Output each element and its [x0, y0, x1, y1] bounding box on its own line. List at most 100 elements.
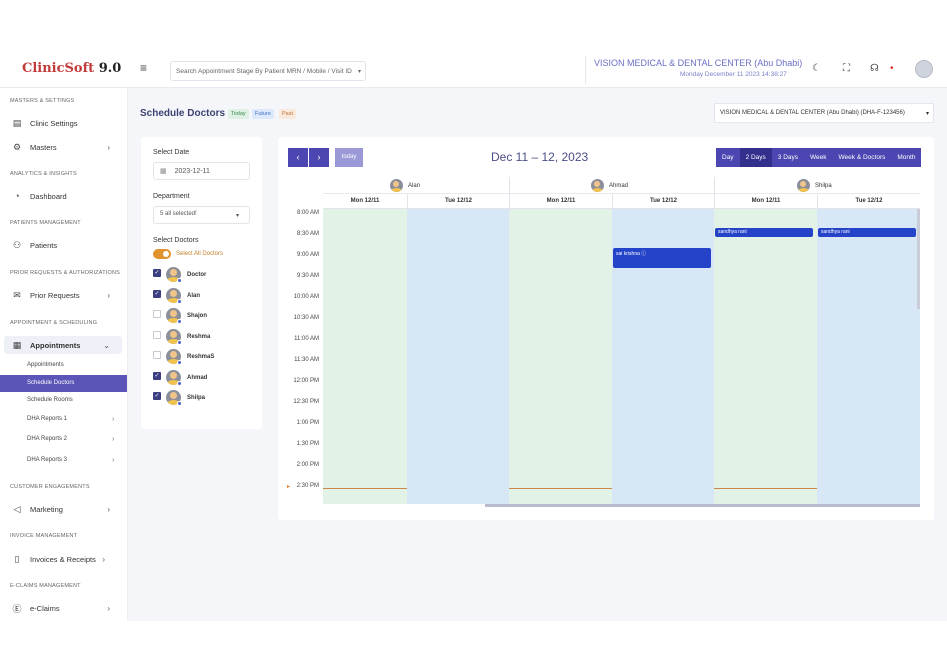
- doctor-header-alan: Alan: [323, 177, 509, 194]
- appointment-event[interactable]: sai krishna ⓘ: [613, 248, 711, 268]
- headset-icon[interactable]: ☊: [870, 63, 879, 74]
- chevron-right-icon: ›: [107, 290, 110, 300]
- view-month-button[interactable]: Month: [897, 154, 916, 161]
- section-customer: CUSTOMER ENGAGEMENTS: [10, 484, 90, 490]
- department-select[interactable]: 5 all selected! ▾: [153, 206, 250, 224]
- sidebar-item-marketing[interactable]: ◁ Marketing ›: [10, 500, 122, 518]
- invoice-icon: ▯: [14, 553, 20, 564]
- sidebar-item-masters[interactable]: ⚙ Masters ›: [10, 138, 122, 156]
- building-icon: ▤: [12, 117, 22, 128]
- legend-future-badge: Future: [252, 109, 274, 119]
- doctor-checkbox[interactable]: ✓: [153, 290, 161, 298]
- select-doctors-label: Select Doctors: [153, 237, 199, 244]
- time-label: 12:30 PM: [293, 399, 319, 405]
- day-header: Mon 12/11: [350, 198, 380, 204]
- day-column-alan-tue[interactable]: [407, 209, 509, 504]
- doctor-avatar: [591, 179, 604, 192]
- doctor-row-reshma[interactable]: Reshma: [153, 329, 253, 347]
- select-all-label[interactable]: Select All Doctors: [176, 251, 224, 257]
- view-week-doctors-button[interactable]: Week & Doctors: [838, 154, 886, 161]
- appointment-search-select[interactable]: Search Appointment Stage By Patient MRN …: [170, 61, 366, 81]
- dashboard-icon: ◔: [14, 191, 20, 201]
- view-day-button[interactable]: Day: [722, 154, 734, 161]
- vertical-scrollbar[interactable]: [917, 209, 920, 309]
- fullscreen-icon[interactable]: ⛶: [843, 63, 850, 74]
- info-icon: ⓘ: [641, 251, 647, 257]
- time-label: 11:00 AM: [294, 336, 319, 342]
- time-label: 12:00 PM: [293, 378, 319, 384]
- top-bar: ClinicSoft 9.0 ≡ Search Appointment Stag…: [0, 52, 947, 88]
- status-dot: [177, 319, 182, 324]
- select-all-toggle[interactable]: [153, 249, 171, 259]
- status-dot: [177, 401, 182, 406]
- hamburger-menu-icon[interactable]: ≡: [140, 61, 148, 75]
- center-select[interactable]: VISION MEDICAL & DENTAL CENTER (Abu Dhab…: [714, 103, 934, 123]
- day-header: Tue 12/12: [407, 194, 509, 209]
- view-week-button[interactable]: Week: [810, 154, 827, 161]
- eclaims-icon: Ⓔ: [12, 603, 22, 614]
- sidebar-sub-schedule-rooms[interactable]: Schedule Rooms: [27, 397, 73, 403]
- doctor-row-doctor[interactable]: ✓ Doctor: [153, 267, 253, 285]
- sidebar-item-appointments[interactable]: ▦ Appointments ⌄: [4, 336, 122, 354]
- sidebar-sub-schedule-doctors[interactable]: Schedule Doctors: [0, 375, 127, 392]
- day-headers: Mon 12/11 Tue 12/12 Mon 12/11 Tue 12/12 …: [323, 194, 920, 209]
- sidebar-sub-dha-reports-2[interactable]: DHA Reports 2 ›: [27, 436, 115, 443]
- sidebar-sub-dha-reports-1[interactable]: DHA Reports 1 ›: [27, 416, 115, 423]
- select-date-label: Select Date: [153, 149, 190, 156]
- day-header: Tue 12/12: [612, 194, 714, 209]
- doctor-checkbox[interactable]: ✓: [153, 269, 161, 277]
- next-button[interactable]: ›: [309, 148, 329, 167]
- doctor-checkbox[interactable]: [153, 351, 161, 359]
- day-column-shilpa-mon[interactable]: [714, 209, 817, 504]
- sidebar-item-clinic-settings[interactable]: ▤ Clinic Settings: [10, 114, 122, 132]
- user-avatar[interactable]: [915, 60, 933, 78]
- doctor-checkbox[interactable]: [153, 310, 161, 318]
- chevron-down-icon: ▾: [357, 69, 361, 75]
- doctor-checkbox[interactable]: [153, 331, 161, 339]
- day-header: Mon 12/11: [509, 194, 612, 209]
- doctor-row-shilpa[interactable]: ✓ Shilpa: [153, 390, 253, 408]
- day-column-shilpa-tue[interactable]: [817, 209, 920, 504]
- sidebar-sub-appointments[interactable]: Appointments: [27, 362, 64, 368]
- date-input[interactable]: ▦ 2023-12-11: [153, 162, 250, 180]
- sidebar-item-prior-requests[interactable]: ✉ Prior Requests ›: [10, 286, 122, 304]
- view-2days-button[interactable]: 2 Days: [739, 148, 772, 167]
- prev-button[interactable]: ‹: [288, 148, 308, 167]
- dark-mode-icon[interactable]: ☾: [812, 63, 821, 74]
- time-label: 11:30 AM: [294, 357, 319, 363]
- filter-panel: Select Date ▦ 2023-12-11 Department 5 all…: [141, 137, 262, 429]
- sidebar-sub-dha-reports-3[interactable]: DHA Reports 3 ›: [27, 457, 115, 464]
- sidebar-item-dashboard[interactable]: ◔ Dashboard: [10, 187, 122, 205]
- doctor-checkbox[interactable]: ✓: [153, 392, 161, 400]
- day-column-alan-mon[interactable]: [323, 209, 407, 504]
- sidebar-item-patients[interactable]: ⚇ Patients: [10, 236, 122, 254]
- doctor-header-ahmad: Ahmad: [509, 177, 714, 194]
- time-label: 10:30 AM: [293, 315, 319, 321]
- appointment-event[interactable]: sandhya rani: [818, 228, 916, 237]
- view-switcher: Day 2 Days 3 Days Week Week & Doctors Mo…: [716, 148, 922, 167]
- doctor-row-shajon[interactable]: Shajon: [153, 308, 253, 326]
- doctor-row-reshmas[interactable]: ReshmaS: [153, 349, 253, 367]
- notification-icon[interactable]: •: [890, 63, 894, 74]
- status-dot: [177, 278, 182, 283]
- doctor-row-ahmad[interactable]: ✓ Ahmad: [153, 370, 253, 388]
- section-eclaims: E-CLAIMS MANAGEMENT: [10, 583, 81, 589]
- view-3days-button[interactable]: 3 Days: [777, 154, 799, 161]
- clinicsoft-logo[interactable]: ClinicSoft 9.0: [22, 61, 122, 76]
- appointment-event[interactable]: sandhya rani: [715, 228, 813, 237]
- doctor-row-alan[interactable]: ✓ Alan: [153, 288, 253, 306]
- time-label: 2:00 PM: [296, 462, 319, 468]
- sidebar: MASTERS & SETTINGS ▤ Clinic Settings ⚙ Mas…: [0, 88, 128, 621]
- doctor-checkbox[interactable]: ✓: [153, 372, 161, 380]
- day-header: Tue 12/12: [817, 194, 920, 209]
- chevron-down-icon: ▾: [925, 111, 929, 117]
- day-column-ahmad-mon[interactable]: [509, 209, 612, 504]
- doctor-avatar: [797, 179, 810, 192]
- status-dot: [177, 299, 182, 304]
- calendar-card: ‹ › today Dec 11 – 12, 2023 Day 2 Days 3…: [278, 137, 934, 520]
- section-prior-requests: PRIOR REQUESTS & AUTHORIZATIONS: [10, 270, 120, 276]
- horizontal-scrollbar[interactable]: [485, 504, 920, 507]
- today-button[interactable]: today: [335, 148, 363, 167]
- sidebar-item-invoices[interactable]: ▯ Invoices & Receipts ›: [10, 550, 122, 568]
